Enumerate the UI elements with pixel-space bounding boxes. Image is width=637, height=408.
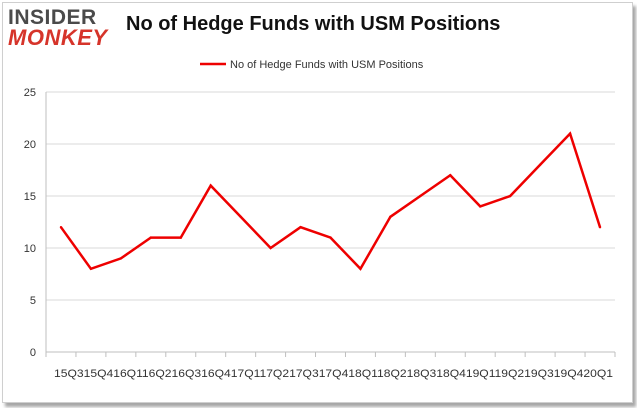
- data-point: [239, 215, 242, 218]
- data-point: [299, 226, 302, 229]
- data-point: [508, 194, 512, 198]
- data-point: [538, 163, 542, 166]
- data-point: [119, 257, 123, 260]
- data-point: [209, 184, 212, 187]
- y-tick-label: 5: [30, 295, 36, 307]
- data-point: [179, 236, 182, 239]
- data-point: [419, 194, 422, 198]
- series-line: [59, 131, 602, 271]
- y-axis: 0 5 10 15 20 25: [24, 87, 47, 359]
- data-point: [449, 174, 452, 177]
- data-point: [89, 267, 93, 270]
- legend: No of Hedge Funds with USM Positions: [200, 59, 424, 71]
- data-point: [598, 226, 602, 229]
- y-tick-label: 15: [24, 191, 36, 203]
- legend-label: No of Hedge Funds with USM Positions: [230, 59, 424, 71]
- logo-line-1: INSIDER: [8, 6, 97, 29]
- data-point: [568, 132, 572, 135]
- y-tick-label: 0: [30, 347, 36, 359]
- logo-line-2: MONKEY: [8, 25, 108, 50]
- y-tick-label: 25: [24, 87, 36, 99]
- data-point: [479, 205, 482, 208]
- chart-title: No of Hedge Funds with USM Positions: [126, 13, 501, 35]
- gridlines: [46, 91, 615, 353]
- chart-frame: [2, 2, 633, 403]
- x-tick-labels: 15Q315Q416Q116Q216Q316Q417Q117Q217Q317Q4…: [54, 368, 613, 380]
- data-point: [329, 236, 332, 239]
- data-point: [59, 226, 63, 229]
- y-tick-label: 10: [24, 243, 36, 255]
- data-point: [149, 236, 153, 239]
- data-point: [389, 215, 392, 218]
- y-tick-label: 20: [24, 139, 36, 151]
- data-point: [359, 267, 362, 270]
- insider-monkey-logo: INSIDER MONKEY: [8, 6, 118, 50]
- series-layer: [59, 131, 602, 271]
- x-axis: 15Q315Q416Q116Q216Q316Q417Q117Q217Q317Q4…: [45, 351, 616, 380]
- data-point: [269, 246, 272, 250]
